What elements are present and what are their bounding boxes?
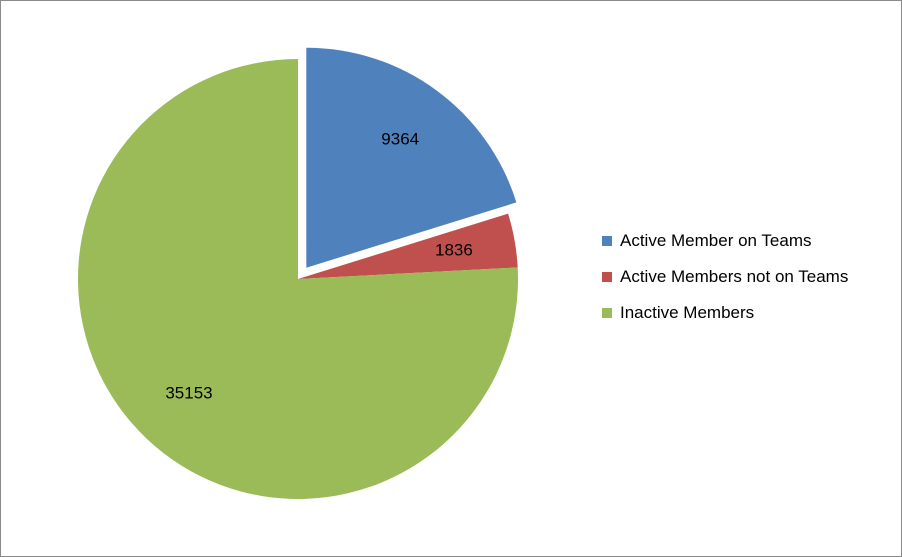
legend-item-active-not-on-teams: Active Members not on Teams [602,259,848,295]
data-label-1: 1836 [435,241,473,260]
pie-slice-0 [306,47,517,268]
legend-item-active-on-teams: Active Member on Teams [602,223,848,259]
legend-label: Inactive Members [620,303,755,322]
legend-swatch [602,272,612,282]
legend-item-inactive: Inactive Members [602,295,848,331]
legend-swatch [602,236,612,246]
legend-swatch [602,308,612,318]
pie-slice-1 [298,213,518,279]
legend-label: Active Members not on Teams [620,267,849,286]
pie-slice-2 [78,59,518,499]
data-label-0: 9364 [381,130,419,149]
legend: Active Member on Teams Active Members no… [602,223,848,331]
data-label-2: 35153 [165,383,212,402]
legend-label: Active Member on Teams [620,231,812,250]
